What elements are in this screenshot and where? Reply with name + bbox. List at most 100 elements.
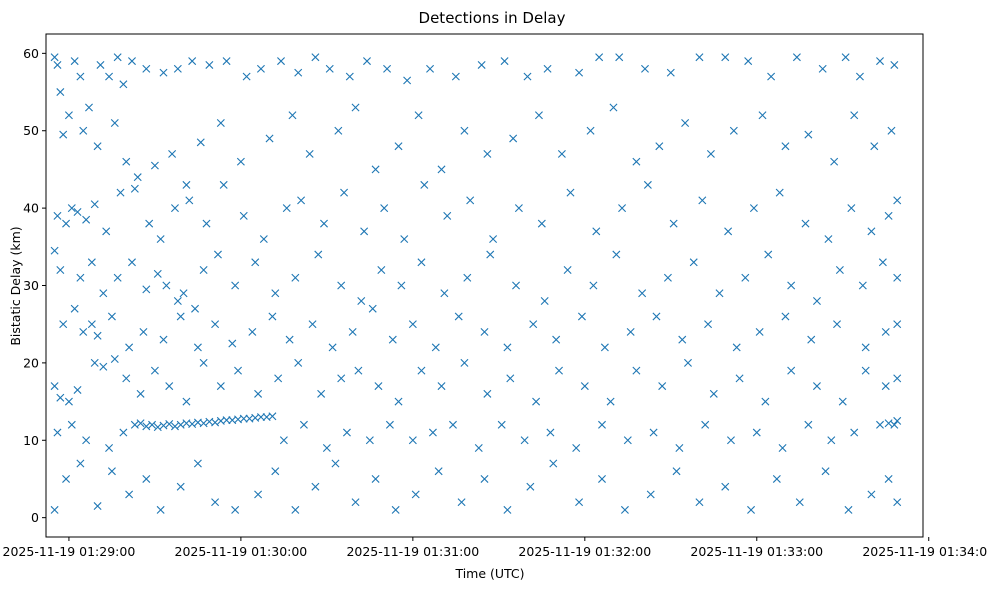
data-point [497,420,506,429]
data-point [219,180,228,189]
data-point [844,505,853,514]
data-point [305,149,314,158]
data-point [110,119,119,127]
data-point [383,64,392,73]
data-point [274,374,283,383]
data-point [663,273,672,282]
data-point [512,281,521,290]
data-point [50,246,59,255]
data-point [99,362,108,371]
data-point [173,296,182,305]
data-point [199,266,208,275]
data-point [368,304,377,313]
x-tick-label: 2025-11-19 01:33:00 [690,544,823,559]
data-point [162,281,171,290]
data-point [50,382,59,391]
data-point [70,57,79,66]
data-point [360,227,369,236]
data-point [749,204,758,213]
data-point [130,420,139,429]
data-point [150,366,159,375]
data-point [282,204,291,213]
data-point [804,420,813,429]
data-point [127,258,136,267]
data-point [311,482,320,491]
data-point [704,320,713,329]
data-point [102,227,111,236]
data-point [248,327,257,336]
data-point [489,235,498,244]
data-point [188,57,197,66]
data-point [876,57,884,66]
data-point [893,498,902,507]
data-point [150,161,159,170]
data-point [893,416,902,425]
data-point [202,219,211,228]
data-point [85,103,93,112]
data-point [380,204,389,213]
data-point [600,343,609,352]
data-point [827,436,836,445]
data-point [182,397,191,406]
data-point [666,68,675,77]
data-point [480,327,489,336]
data-point [297,196,306,205]
data-point [256,413,265,422]
data-point [191,304,200,313]
x-axis-ticks: 2025-11-19 01:29:00 2025-11-19 01:30:00 20… [3,537,987,559]
data-point [577,312,586,321]
data-point [291,505,300,514]
data-point [850,428,859,437]
data-point [483,149,492,158]
data-point [59,130,68,139]
data-point [251,258,260,267]
data-point [53,211,62,220]
data-point [107,312,116,321]
data-point [67,204,76,213]
data-point [632,366,641,375]
data-point [122,157,131,166]
data-point [348,327,357,336]
data-point [724,227,733,236]
data-point [555,366,564,375]
data-point [537,219,546,228]
data-point [887,126,896,135]
data-point [64,397,73,406]
data-point [394,397,403,406]
data-point [408,320,417,329]
data-point [632,157,641,166]
data-point [145,219,154,228]
data-point [500,57,509,66]
data-point [56,88,65,97]
data-point [82,215,91,224]
data-point [744,57,753,66]
data-point [701,420,710,429]
data-point [689,258,698,267]
data-point [451,72,460,81]
data-point [331,459,340,468]
data-point [127,57,136,66]
data-point [136,419,145,428]
data-point [90,358,99,367]
y-tick-label: 30 [23,278,39,293]
data-point [193,343,202,352]
data-point [113,273,122,282]
data-point [641,64,649,73]
data-point [867,490,876,499]
data-point [328,343,337,352]
data-point [119,428,128,437]
data-point [271,289,280,298]
data-point [334,126,343,135]
data-point [807,335,816,344]
data-point [557,149,566,158]
data-point [695,53,704,62]
data-point [626,327,635,336]
plot-area-frame [45,33,924,538]
data-point [675,444,684,452]
data-point [503,343,512,352]
data-point [698,196,707,205]
data-point [655,142,664,151]
data-point [53,428,62,437]
data-point [357,296,366,305]
